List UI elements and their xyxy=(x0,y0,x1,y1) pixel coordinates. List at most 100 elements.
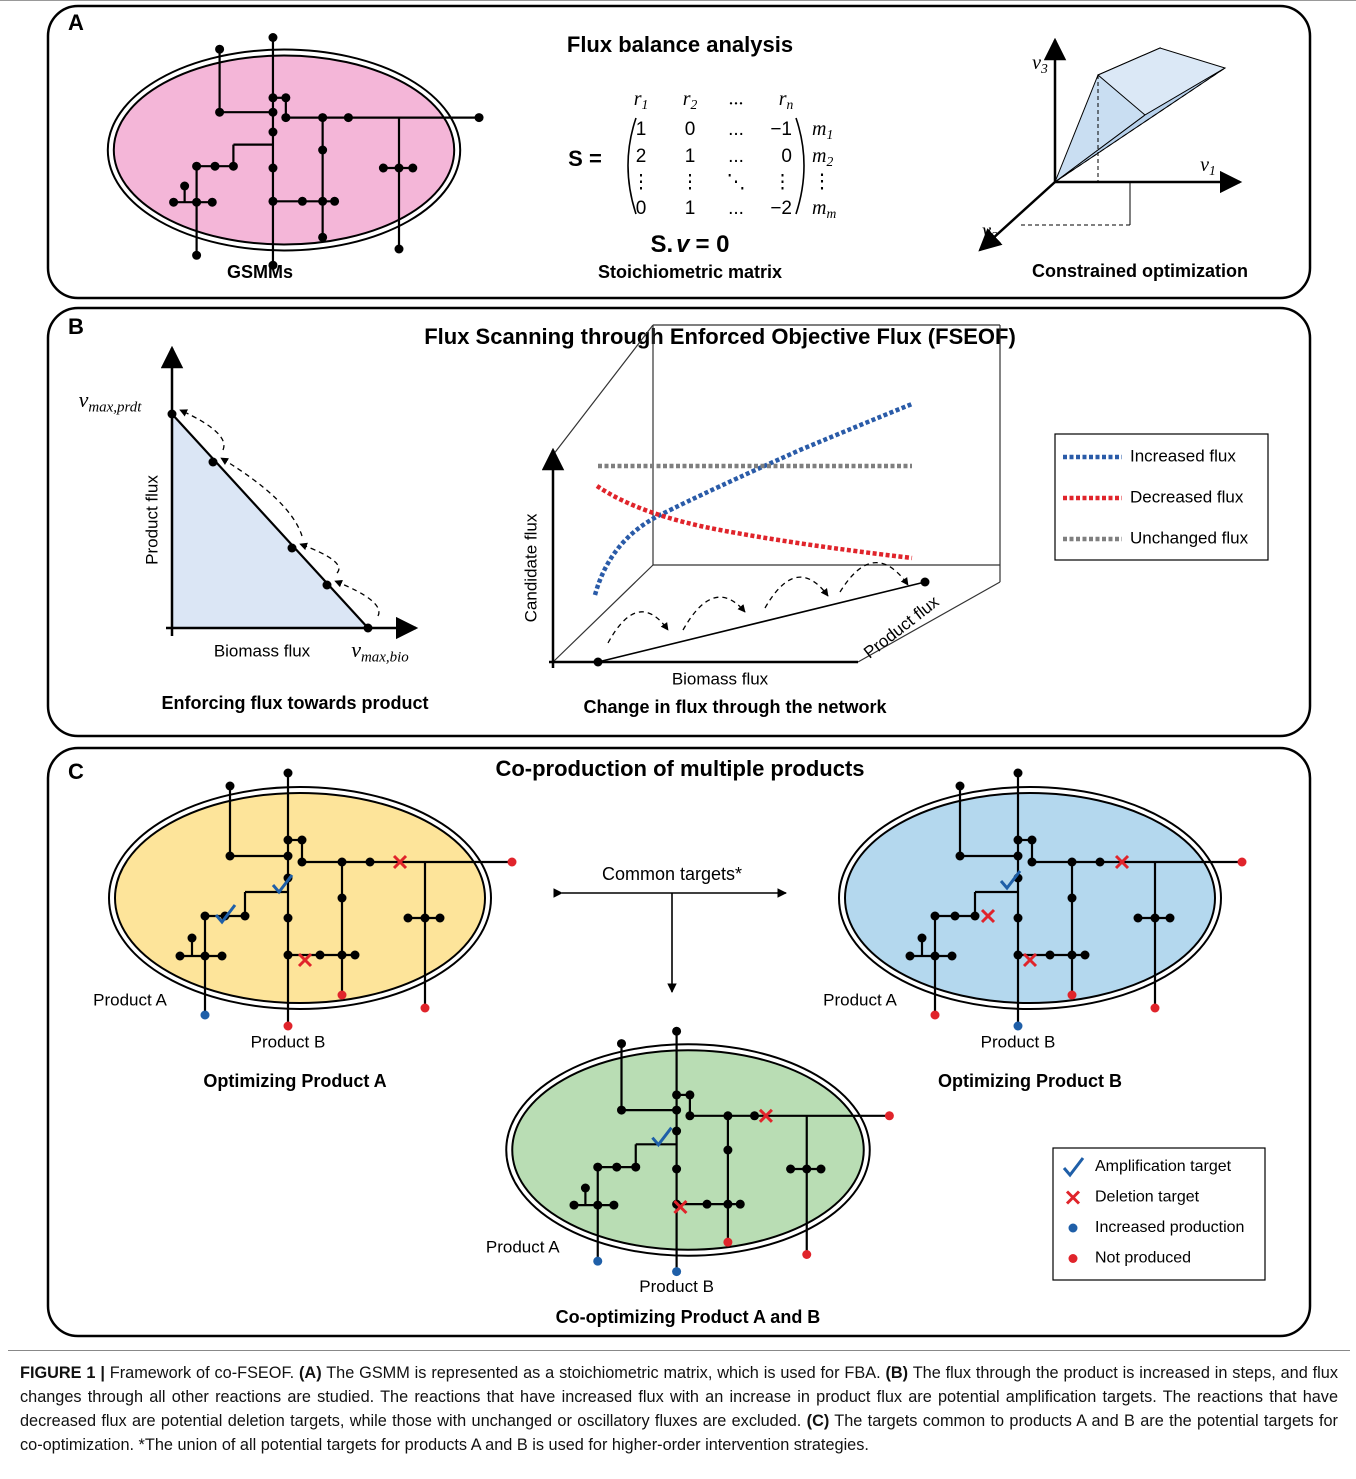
metabolite xyxy=(1028,858,1037,867)
network-caption: Co-optimizing Product A and B xyxy=(556,1307,821,1327)
axis-title: Biomass flux xyxy=(672,669,769,688)
metabolite xyxy=(268,93,277,102)
metabolite xyxy=(268,128,277,137)
metabolite xyxy=(951,912,960,921)
matrix-lhs: S = xyxy=(568,146,602,171)
metabolite xyxy=(215,108,224,117)
metabolite xyxy=(617,1106,626,1115)
equation-part: S. xyxy=(650,231,673,258)
metabolite xyxy=(211,162,220,171)
exchange-metabolite xyxy=(1068,991,1077,1000)
matrix-row-label-sub: 2 xyxy=(826,154,833,169)
metabolite xyxy=(672,1106,681,1115)
metabolite xyxy=(685,1111,694,1120)
caption-text: Framework of co-FSEOF. xyxy=(110,1364,294,1382)
axis-title: Product flux xyxy=(142,475,161,565)
metabolite xyxy=(330,197,339,206)
metabolite xyxy=(612,1163,621,1172)
plot-caption: Change in flux through the network xyxy=(584,697,888,717)
metabolite xyxy=(1166,914,1175,923)
metabolite xyxy=(284,836,293,845)
metabolite xyxy=(188,934,197,943)
metabolite xyxy=(609,1201,618,1210)
axis-label-base: v xyxy=(982,220,991,242)
flux-curve xyxy=(597,486,912,558)
exchange-metabolite xyxy=(931,1011,940,1020)
matrix-entry: 1 xyxy=(685,146,696,167)
matrix-entry: 0 xyxy=(685,119,696,140)
caption-bold: (C) xyxy=(807,1412,830,1430)
axis-title: Biomass flux xyxy=(214,641,311,660)
axis-extreme: vmax,bio xyxy=(351,637,409,666)
legend-label: Increased flux xyxy=(1130,446,1236,465)
matrix-row-label: ⋮ xyxy=(812,171,832,193)
step-point xyxy=(594,658,603,667)
axis-extreme-sub: max,bio xyxy=(361,650,409,666)
metabolite xyxy=(971,912,980,921)
legend-label: Unchanged flux xyxy=(1130,528,1249,547)
metabolite xyxy=(956,782,965,791)
metabolite xyxy=(802,1165,811,1174)
step-point xyxy=(168,410,177,419)
metabolite xyxy=(581,1184,590,1193)
matrix-column-base: r xyxy=(779,88,787,110)
axis-title: Product flux xyxy=(860,592,943,663)
metabolite xyxy=(956,852,965,861)
matrix-column-base: r xyxy=(634,88,642,110)
legend-label: Increased production xyxy=(1095,1219,1244,1236)
matrix-row-label-base: m xyxy=(812,118,826,140)
legend-dot xyxy=(1069,1254,1078,1263)
equation: S.v= 0 xyxy=(650,231,729,258)
metabolite xyxy=(298,197,307,206)
arrow-label: Common targets* xyxy=(602,864,742,884)
exchange-metabolite xyxy=(672,1267,681,1276)
metabolite xyxy=(750,1111,759,1120)
axis-extreme: vmax,prdt xyxy=(79,387,143,416)
matrix-entry: ⋮ xyxy=(681,172,700,193)
metabolite xyxy=(685,1090,694,1099)
matrix-row-label-sub: m xyxy=(826,206,836,221)
network-caption: Optimizing Product B xyxy=(938,1071,1122,1091)
network-label: GSMMs xyxy=(227,262,293,282)
metabolite xyxy=(1134,914,1143,923)
cell xyxy=(115,793,485,1003)
caption-bold: (A) xyxy=(299,1364,322,1382)
metabolite xyxy=(268,164,277,173)
matrix-entry: 0 xyxy=(636,198,647,219)
matrix-column: r2 xyxy=(683,88,698,113)
metabolite xyxy=(736,1200,745,1209)
caption-text: The GSMM is represented as a stoichiomet… xyxy=(326,1364,880,1382)
exchange-metabolite xyxy=(395,245,404,254)
metabolite xyxy=(1068,951,1077,960)
metabolite xyxy=(1014,836,1023,845)
step-arrow xyxy=(765,577,828,608)
network-caption: Optimizing Product A xyxy=(203,1071,386,1091)
metabolite xyxy=(408,164,417,173)
matrix-column-sub: 1 xyxy=(642,97,649,112)
metabolite xyxy=(281,113,290,122)
axis-title: Candidate flux xyxy=(521,513,540,622)
matrix-column: rn xyxy=(779,88,794,113)
exchange-metabolite xyxy=(1014,1022,1023,1031)
legend-label: Not produced xyxy=(1095,1250,1191,1267)
plot-caption: Enforcing flux towards product xyxy=(161,693,428,713)
matrix-row-label-sub: 1 xyxy=(826,127,833,142)
exchange-metabolite xyxy=(723,1238,732,1247)
metabolite xyxy=(318,197,327,206)
exchange-metabolite xyxy=(885,1111,894,1120)
legend-label: Amplification target xyxy=(1095,1158,1232,1175)
axis-label-sub: 3 xyxy=(1040,61,1048,76)
metabolite xyxy=(201,912,210,921)
metabolite xyxy=(268,108,277,117)
matrix-entry: −2 xyxy=(770,198,792,219)
matrix-row-label-base: m xyxy=(812,197,826,219)
metabolite xyxy=(631,1163,640,1172)
box-edge xyxy=(553,565,653,662)
metabolite xyxy=(1068,858,1077,867)
flux-curve xyxy=(595,404,912,595)
axis-extreme-base: v xyxy=(351,637,361,662)
metabolite xyxy=(1014,769,1023,778)
matrix-entry: 1 xyxy=(636,119,647,140)
matrix-row-label: mm xyxy=(812,197,836,222)
step-arrow xyxy=(840,563,908,592)
